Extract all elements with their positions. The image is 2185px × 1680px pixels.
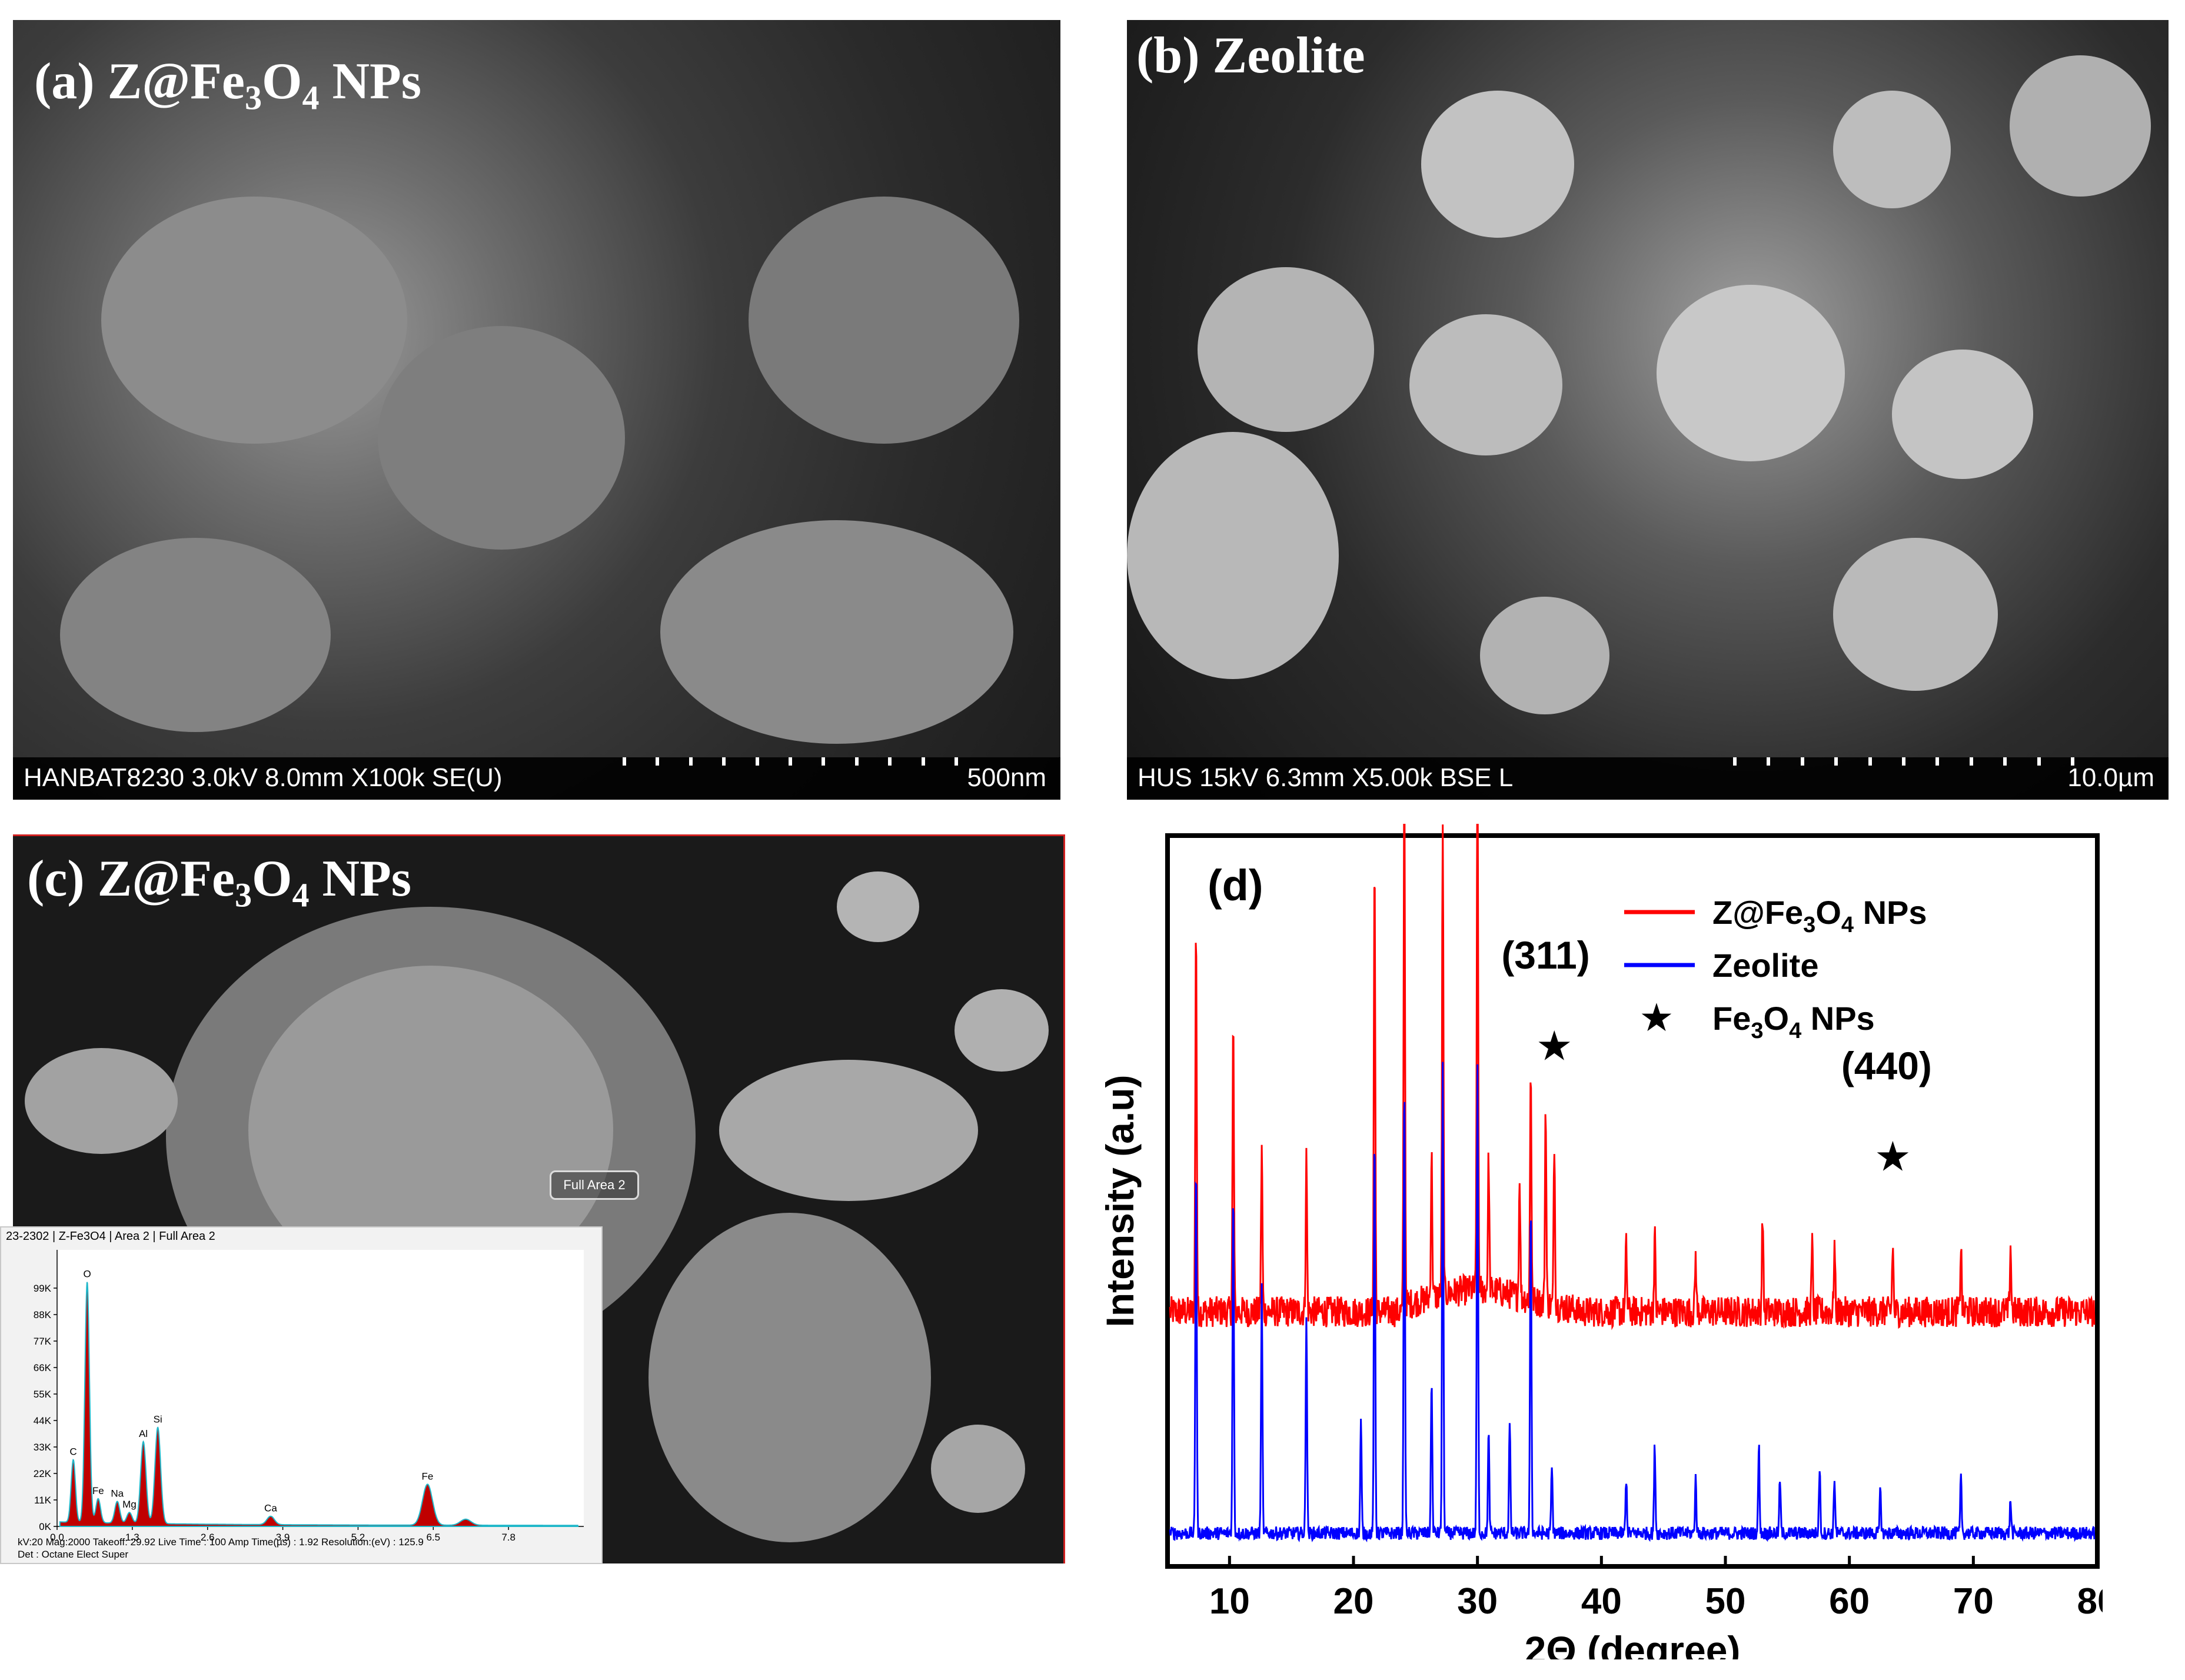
particle bbox=[1833, 91, 1951, 208]
panel-d-label: (d) bbox=[1208, 861, 1263, 910]
miller-index-annotation: (440) bbox=[1841, 1044, 1932, 1087]
particle-cluster bbox=[60, 538, 331, 732]
eds-y-tick-label: 11K bbox=[34, 1495, 52, 1506]
eds-peak-label: C bbox=[69, 1446, 77, 1458]
eds-y-tick-label: 77K bbox=[34, 1336, 52, 1347]
x-tick-label: 30 bbox=[1457, 1581, 1498, 1622]
x-axis-label: 2Θ (degree) bbox=[1525, 1628, 1741, 1659]
miller-index-annotation: (311) bbox=[1501, 933, 1589, 977]
eds-y-tick-label: 33K bbox=[34, 1442, 52, 1453]
particle bbox=[1657, 285, 1845, 461]
x-tick-label: 20 bbox=[1333, 1581, 1374, 1622]
particle bbox=[931, 1425, 1025, 1513]
eds-peak-label: Al bbox=[139, 1428, 148, 1439]
sem-info-text: HANBAT8230 3.0kV 8.0mm X100k SE(U) bbox=[24, 763, 503, 792]
scale-bar bbox=[623, 757, 958, 766]
eds-x-tick-label: 6.5 bbox=[426, 1532, 440, 1543]
scale-bar bbox=[1733, 757, 2074, 766]
particle bbox=[719, 1060, 978, 1201]
eds-y-tick-label: 88K bbox=[34, 1309, 52, 1320]
sem-panel-b: (b) Zeolite HUS 15kV 6.3mm X5.00k BSE L … bbox=[1127, 20, 2169, 800]
series-line-zeolite bbox=[1169, 1062, 2096, 1543]
eds-spectrum-plot: 0K 11K 22K 33K 44K 55K 66K 77K 88K 99K 0.0 1.3 2.6 3.… bbox=[34, 1250, 584, 1543]
eds-peak-label: O bbox=[84, 1268, 91, 1279]
legend-entry-label: Fe3O4 NPs bbox=[1712, 1000, 1875, 1043]
legend-star-marker: ★ bbox=[1639, 996, 1674, 1039]
sem-panel-a: (a) Z@Fe3O4 NPs HANBAT8230 3.0kV 8.0mm X… bbox=[13, 20, 1060, 800]
particle bbox=[1198, 267, 1374, 432]
series-line-zfe3o4 bbox=[1169, 824, 2096, 1330]
eds-peak-label: Fe bbox=[422, 1471, 434, 1482]
legend-entry-label: Z@Fe3O4 NPs bbox=[1712, 894, 1927, 937]
eds-x-tick-label: 7.8 bbox=[501, 1532, 516, 1543]
sem-info-text: HUS 15kV 6.3mm X5.00k BSE L bbox=[1138, 763, 1514, 792]
legend-entry-label: Zeolite bbox=[1712, 947, 1818, 984]
particle bbox=[955, 989, 1049, 1072]
particle bbox=[648, 1213, 931, 1542]
x-tick-label: 40 bbox=[1581, 1581, 1622, 1622]
particle-cluster bbox=[101, 197, 407, 444]
scale-label: 10.0µm bbox=[2067, 763, 2154, 792]
eds-y-tick-label: 0K bbox=[39, 1521, 51, 1532]
eds-footer-line2: Det : Octane Elect Super bbox=[18, 1549, 129, 1560]
x-tick-label: 10 bbox=[1209, 1581, 1250, 1622]
eds-footer-line1: kV:20 Mag:2000 Takeoff: 29.92 Live Time … bbox=[18, 1536, 424, 1548]
particle bbox=[1421, 91, 1574, 238]
eds-y-tick-label: 99K bbox=[34, 1283, 52, 1294]
plot-frame bbox=[1165, 833, 2100, 1569]
eds-x-tick-label: 3.9 bbox=[276, 1532, 290, 1543]
eds-peak-label: Mg bbox=[122, 1499, 137, 1510]
x-tick-label: 50 bbox=[1705, 1581, 1746, 1622]
eds-header: 23-2302 | Z-Fe3O4 | Area 2 | Full Area 2 bbox=[6, 1230, 215, 1243]
eds-y-tick-label: 66K bbox=[34, 1362, 52, 1373]
fe3o4-star-marker: ★ bbox=[1874, 1134, 1911, 1180]
panel-a-title: (a) Z@Fe3O4 NPs bbox=[34, 53, 421, 117]
eds-x-tick-label: 5.2 bbox=[351, 1532, 365, 1543]
particle bbox=[837, 871, 919, 942]
x-tick-label: 80 bbox=[2077, 1581, 2103, 1622]
particle-cluster bbox=[749, 197, 1019, 444]
eds-peak-label: Si bbox=[154, 1414, 162, 1425]
eds-peak-label: Ca bbox=[264, 1503, 277, 1514]
sem-info-bar: HUS 15kV 6.3mm X5.00k BSE L 10.0µm bbox=[1127, 757, 2169, 800]
particle bbox=[1127, 432, 1339, 679]
y-axis-label: Intensity (a.u) bbox=[1098, 1074, 1142, 1327]
panel-b-title: (b) Zeolite bbox=[1136, 27, 1365, 84]
eds-spectrum-fill bbox=[59, 1282, 579, 1527]
full-area-label[interactable]: Full Area 2 bbox=[550, 1170, 639, 1200]
x-tick-label: 70 bbox=[1953, 1581, 1994, 1622]
sem-info-bar: HANBAT8230 3.0kV 8.0mm X100k SE(U) 500nm bbox=[13, 757, 1060, 800]
particle-cluster bbox=[660, 520, 1013, 744]
particle bbox=[1833, 538, 1998, 691]
particle bbox=[25, 1048, 178, 1154]
eds-plot-area bbox=[57, 1250, 584, 1526]
eds-y-tick-label: 44K bbox=[34, 1415, 52, 1426]
fe3o4-star-marker: ★ bbox=[1536, 1023, 1573, 1069]
eds-peak-label: Fe bbox=[92, 1485, 104, 1496]
xrd-chart: 10 20 30 40 50 60 70 80 2Θ (degree) Intensity (a.… bbox=[1098, 824, 2103, 1659]
scale-label: 500nm bbox=[967, 763, 1046, 792]
particle bbox=[1480, 597, 1609, 714]
eds-y-tick-label: 22K bbox=[34, 1468, 52, 1479]
particle-cluster bbox=[378, 326, 625, 550]
panel-c-title: (c) Z@Fe3O4 NPs bbox=[27, 850, 412, 914]
particle bbox=[1892, 350, 2033, 479]
particle bbox=[1409, 314, 1562, 455]
eds-x-tick-label: 0.0 bbox=[50, 1532, 64, 1543]
particle bbox=[2010, 55, 2151, 197]
x-tick-label: 60 bbox=[1829, 1581, 1870, 1622]
eds-spectrum-inset: 23-2302 | Z-Fe3O4 | Area 2 | Full Area 2… bbox=[0, 1226, 603, 1564]
eds-x-tick-label: 1.3 bbox=[125, 1532, 139, 1543]
eds-x-tick-label: 2.6 bbox=[201, 1532, 215, 1543]
eds-peak-label: Na bbox=[111, 1488, 124, 1499]
eds-y-tick-label: 55K bbox=[34, 1389, 52, 1400]
